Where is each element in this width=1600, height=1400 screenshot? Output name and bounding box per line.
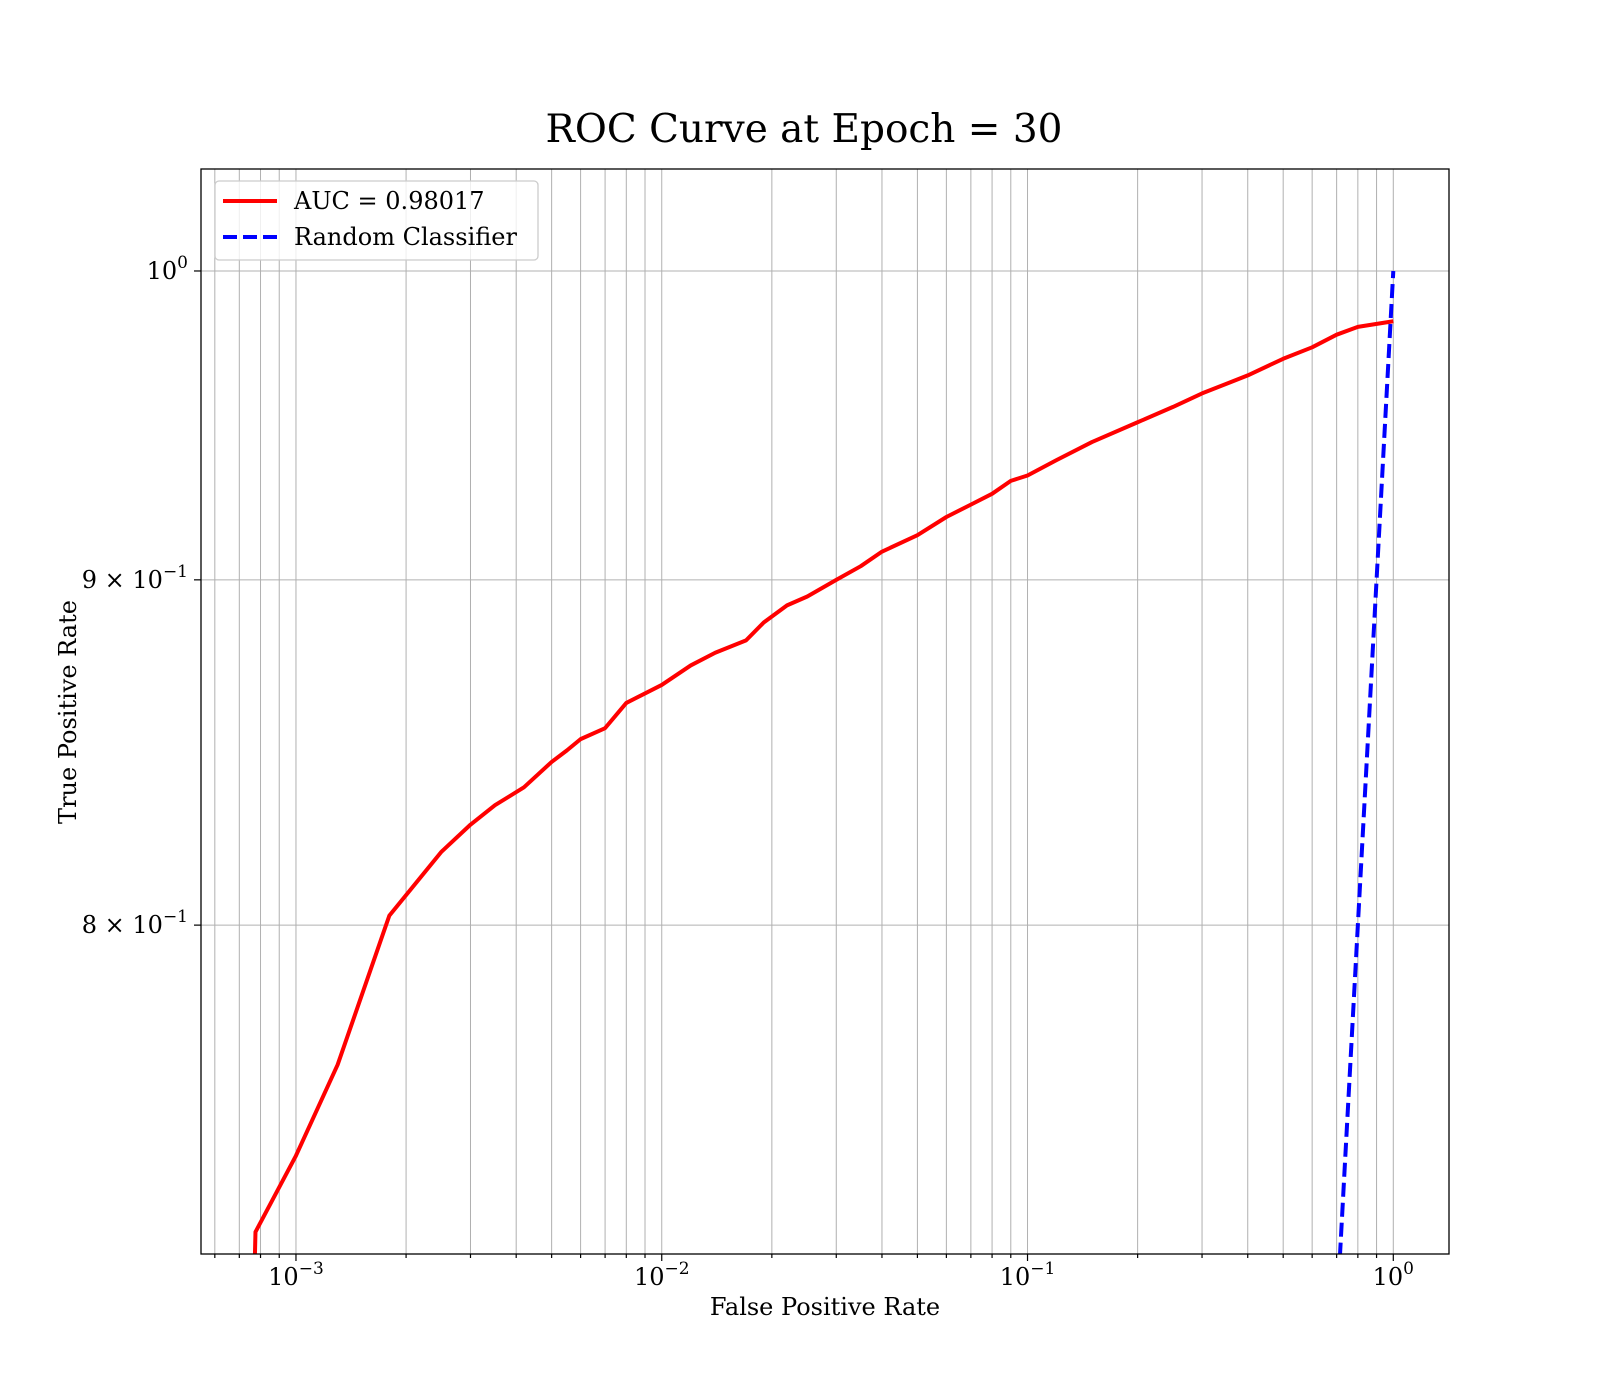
plot-frame (200, 168, 1450, 1255)
legend: AUC = 0.98017 Random Classifier (214, 180, 539, 261)
x-tick-label: 100 (1373, 1259, 1414, 1291)
roc-curve-line (252, 319, 1394, 1254)
y-tick-label: 8 × 10−1 (82, 907, 188, 939)
ticks: 10−3 10−2 10−1 100 100 9 × 10−1 8 × 10−1 (82, 253, 1414, 1291)
x-tick-label: 10−2 (634, 1259, 690, 1291)
series-layer (252, 270, 1396, 1254)
y-tick-label: 100 (147, 253, 188, 285)
x-axis-label: False Positive Rate (710, 1293, 940, 1321)
x-tick-label: 10−1 (1000, 1259, 1056, 1291)
grid (201, 169, 1449, 1254)
legend-box (214, 180, 539, 261)
random-classifier-line (1338, 270, 1396, 1254)
legend-label-random-classifier: Random Classifier (294, 223, 517, 251)
y-tick-label: 9 × 10−1 (82, 562, 188, 594)
y-axis-label: True Positive Rate (54, 600, 82, 824)
chart-title: ROC Curve at Epoch = 30 (546, 107, 1063, 152)
x-tick-label: 10−3 (268, 1259, 324, 1291)
legend-label-auc: AUC = 0.98017 (293, 187, 485, 215)
